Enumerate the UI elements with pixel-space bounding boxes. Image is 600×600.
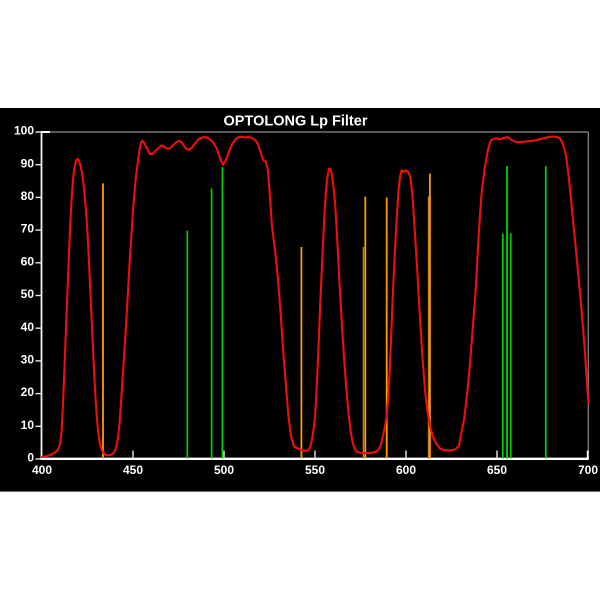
svg-text:600: 600 xyxy=(396,463,416,477)
svg-text:30: 30 xyxy=(21,353,35,367)
svg-text:100: 100 xyxy=(14,124,34,138)
svg-text:550: 550 xyxy=(305,463,325,477)
svg-text:700: 700 xyxy=(578,463,598,477)
svg-text:400: 400 xyxy=(32,463,52,477)
svg-text:20: 20 xyxy=(21,385,35,399)
svg-text:0: 0 xyxy=(27,451,34,465)
svg-text:70: 70 xyxy=(21,222,35,236)
svg-text:60: 60 xyxy=(21,254,35,268)
svg-text:650: 650 xyxy=(487,463,507,477)
svg-text:500: 500 xyxy=(214,463,234,477)
svg-text:450: 450 xyxy=(123,463,143,477)
svg-text:50: 50 xyxy=(21,287,35,301)
svg-text:10: 10 xyxy=(21,418,35,432)
svg-text:40: 40 xyxy=(21,320,35,334)
svg-text:90: 90 xyxy=(21,156,35,170)
svg-text:OPTOLONG Lp Filter: OPTOLONG Lp Filter xyxy=(224,114,368,130)
svg-text:80: 80 xyxy=(21,189,35,203)
